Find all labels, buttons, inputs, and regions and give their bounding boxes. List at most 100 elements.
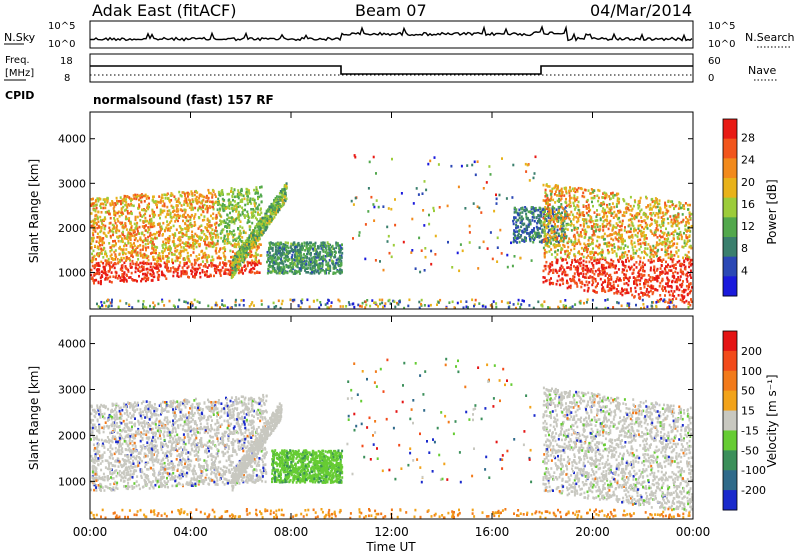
power-cell xyxy=(200,229,203,232)
power-cell xyxy=(323,258,326,262)
power-cell xyxy=(294,263,296,266)
power-cell xyxy=(239,205,241,208)
power-cell xyxy=(617,201,620,205)
power-cell xyxy=(207,196,210,200)
power-cell xyxy=(168,200,171,204)
power-cell xyxy=(582,275,585,278)
power-cell xyxy=(97,261,100,265)
power-cell xyxy=(183,264,186,267)
power-cell xyxy=(100,252,103,255)
power-cell xyxy=(142,262,145,265)
power-cell xyxy=(234,261,237,264)
power-cell xyxy=(187,198,190,201)
power-cell xyxy=(623,255,626,258)
power-cell xyxy=(248,236,251,239)
power-cell xyxy=(189,199,192,202)
power-cell xyxy=(248,240,251,244)
power-cell xyxy=(609,211,612,215)
power-cell xyxy=(206,270,208,273)
power-cell xyxy=(553,207,556,210)
power-cell xyxy=(104,206,107,210)
power-cell xyxy=(134,193,137,197)
power-cell xyxy=(206,228,209,232)
power-cell xyxy=(239,225,242,228)
power-cell xyxy=(152,237,155,241)
power-cell xyxy=(649,275,652,279)
power-cell xyxy=(94,244,96,248)
power-cell xyxy=(574,199,577,203)
power-cell xyxy=(292,242,295,246)
power-cell xyxy=(90,242,93,245)
power-cell xyxy=(372,203,375,206)
power-cell xyxy=(235,205,238,209)
power-cell xyxy=(178,239,181,243)
power-cell xyxy=(563,233,566,237)
power-cell xyxy=(265,226,268,229)
power-cell xyxy=(192,267,195,270)
power-cell xyxy=(119,200,122,203)
power-cell xyxy=(273,198,276,202)
power-cell xyxy=(336,243,339,247)
power-cell xyxy=(168,269,171,273)
power-cell xyxy=(639,260,642,263)
power-cell xyxy=(166,268,168,272)
power-cell xyxy=(619,225,622,228)
beam-label: Beam 07 xyxy=(355,1,427,20)
power-cell xyxy=(180,208,183,212)
power-cell xyxy=(142,244,145,248)
power-cell xyxy=(215,271,218,275)
power-cell xyxy=(272,256,274,260)
power-cell xyxy=(143,226,146,230)
power-cell xyxy=(257,197,259,201)
power-cell xyxy=(166,205,169,209)
power-cell xyxy=(104,276,107,280)
power-cell xyxy=(315,260,318,263)
power-cell xyxy=(542,199,545,202)
power-cell xyxy=(237,255,239,259)
power-cell xyxy=(193,217,196,220)
power-cell xyxy=(170,204,173,208)
power-cell xyxy=(324,244,327,247)
power-cell xyxy=(304,269,307,272)
power-cell xyxy=(123,271,126,274)
power-cell xyxy=(367,210,370,213)
power-cell xyxy=(673,263,676,267)
power-cell xyxy=(283,256,286,260)
power-cell xyxy=(155,236,158,240)
power-cell xyxy=(568,191,571,194)
power-cell xyxy=(660,235,662,239)
power-cell xyxy=(218,207,221,211)
power-cell xyxy=(212,189,215,193)
power-cell xyxy=(194,232,197,236)
power-cell xyxy=(603,202,606,206)
power-cell xyxy=(334,251,337,254)
power-cell xyxy=(96,215,99,219)
power-cell xyxy=(610,214,613,217)
power-cell xyxy=(285,265,288,269)
power-cell xyxy=(154,213,157,217)
power-cell xyxy=(633,280,635,283)
power-cell xyxy=(667,301,670,304)
power-cell xyxy=(236,251,239,255)
power-cell xyxy=(604,224,607,228)
power-cell xyxy=(96,197,99,200)
power-cell xyxy=(585,230,588,234)
power-cell xyxy=(174,259,177,263)
power-cell xyxy=(314,241,317,245)
power-cell xyxy=(583,214,585,217)
power-cell xyxy=(224,221,227,224)
power-cell xyxy=(127,251,130,254)
power-cell xyxy=(650,258,653,261)
power-cell xyxy=(258,195,261,199)
power-cell xyxy=(153,250,156,253)
power-cell xyxy=(447,240,449,244)
power-cell xyxy=(99,282,102,286)
power-cell xyxy=(96,269,99,273)
power-cell xyxy=(544,218,547,221)
power-cell xyxy=(290,256,293,259)
power-cell xyxy=(617,245,620,249)
power-cell xyxy=(192,275,194,278)
power-cell xyxy=(533,219,536,223)
power-cell xyxy=(124,195,126,198)
power-cell xyxy=(175,228,178,232)
